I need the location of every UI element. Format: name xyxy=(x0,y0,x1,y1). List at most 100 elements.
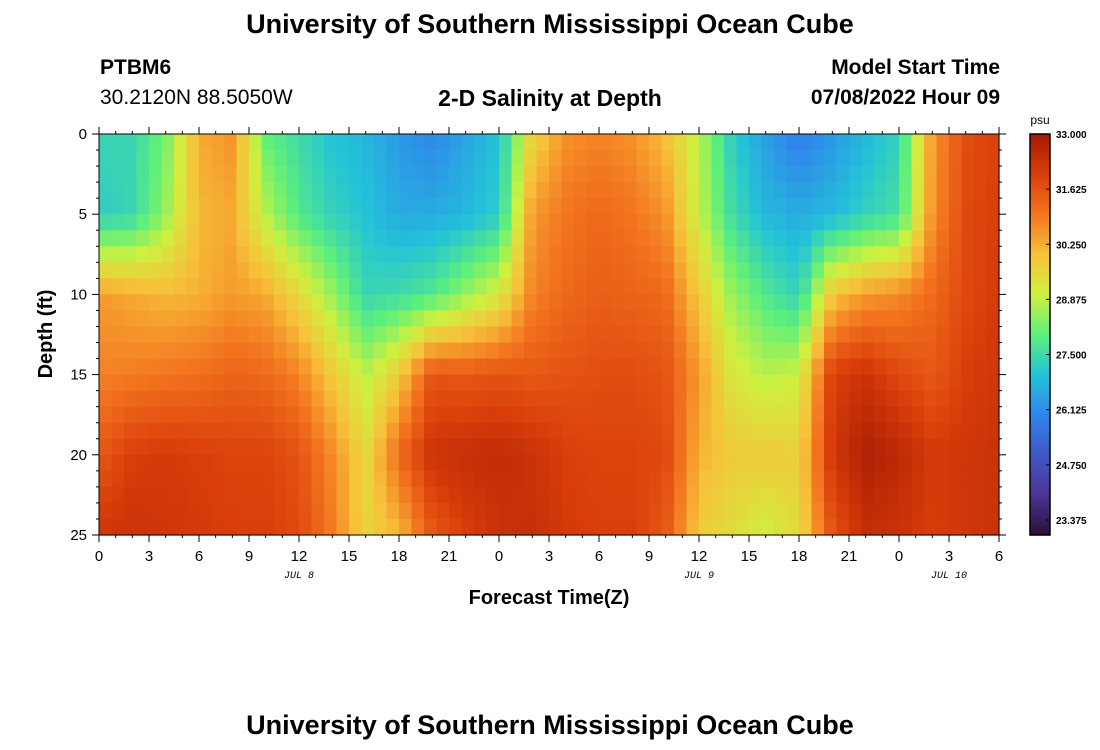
heatmap-cell xyxy=(699,262,713,279)
heatmap-cell xyxy=(149,294,163,312)
heatmap-cell xyxy=(249,198,263,215)
heatmap-cell xyxy=(149,422,163,440)
heatmap-cell xyxy=(299,214,313,231)
heatmap-cell xyxy=(336,470,350,488)
heatmap-cell xyxy=(399,182,413,199)
heatmap-cell xyxy=(336,294,350,312)
heatmap-cell xyxy=(449,166,463,183)
heatmap-cell xyxy=(574,166,588,183)
heatmap-cell xyxy=(274,230,288,247)
heatmap-cell xyxy=(849,374,863,392)
heatmap-cell xyxy=(749,454,763,472)
heatmap-cell xyxy=(674,166,688,183)
heatmap-cell xyxy=(286,262,300,279)
heatmap-cell xyxy=(224,454,238,472)
heatmap-cell xyxy=(686,486,700,504)
heatmap-cell xyxy=(836,230,850,247)
heatmap-cell xyxy=(586,342,600,360)
heatmap-cell xyxy=(286,214,300,231)
heatmap-cell xyxy=(149,454,163,472)
heatmap-cell xyxy=(774,246,788,263)
heatmap-cell xyxy=(99,438,113,456)
heatmap-cell xyxy=(774,390,788,408)
heatmap-cell xyxy=(861,374,875,392)
heatmap-cell xyxy=(711,486,725,504)
heatmap-cell xyxy=(599,502,613,520)
heatmap-cell xyxy=(686,150,700,167)
heatmap-cell xyxy=(874,134,888,151)
heatmap-cell xyxy=(486,406,500,424)
heatmap-cell xyxy=(461,486,475,504)
heatmap-cell xyxy=(961,134,975,151)
heatmap-cell xyxy=(949,198,963,215)
heatmap-cell xyxy=(286,166,300,183)
heatmap-cell xyxy=(411,374,425,392)
colorbar-unit: psu xyxy=(1030,113,1049,127)
heatmap-cell xyxy=(774,150,788,167)
heatmap-cell xyxy=(811,246,825,263)
heatmap-cell xyxy=(474,134,488,151)
heatmap-cell xyxy=(486,470,500,488)
heatmap-cell xyxy=(224,214,238,231)
x-tick-label: 21 xyxy=(841,548,858,565)
heatmap-cell xyxy=(849,486,863,504)
heatmap-cell xyxy=(124,422,138,440)
heatmap-cell xyxy=(199,198,213,215)
heatmap-cell xyxy=(599,486,613,504)
heatmap-cell xyxy=(711,294,725,312)
heatmap-cell xyxy=(949,230,963,247)
heatmap-cell xyxy=(711,214,725,231)
heatmap-cell xyxy=(936,406,950,424)
heatmap-cell xyxy=(911,422,925,440)
heatmap-cell xyxy=(761,454,775,472)
heatmap-cell xyxy=(836,422,850,440)
heatmap-cell xyxy=(299,166,313,183)
heatmap-cell xyxy=(624,134,638,151)
heatmap-cell xyxy=(811,134,825,151)
heatmap-cell xyxy=(111,422,125,440)
heatmap-cell xyxy=(599,182,613,199)
heatmap-cell xyxy=(774,502,788,520)
heatmap-cell xyxy=(149,182,163,199)
heatmap-cell xyxy=(261,406,275,424)
heatmap-cell xyxy=(399,454,413,472)
heatmap-cell xyxy=(811,198,825,215)
heatmap-cell xyxy=(249,358,263,376)
heatmap-cell xyxy=(561,502,575,520)
heatmap-cell xyxy=(474,454,488,472)
heatmap-cell xyxy=(199,454,213,472)
heatmap-cell xyxy=(986,518,1000,536)
x-tick-label: 0 xyxy=(895,548,903,565)
heatmap-cell xyxy=(886,486,900,504)
heatmap-cell xyxy=(461,262,475,279)
heatmap-cell xyxy=(936,502,950,520)
heatmap-cell xyxy=(849,310,863,328)
heatmap-cell xyxy=(611,454,625,472)
heatmap-cell xyxy=(499,358,513,376)
heatmap-cell xyxy=(186,310,200,328)
heatmap-cell xyxy=(399,310,413,328)
heatmap-cell xyxy=(211,166,225,183)
heatmap-cell xyxy=(561,294,575,312)
heatmap-cell xyxy=(224,358,238,376)
heatmap-cell xyxy=(349,214,363,231)
heatmap-cell xyxy=(824,518,838,536)
heatmap-cell xyxy=(486,214,500,231)
heatmap-cell xyxy=(586,262,600,279)
heatmap-cell xyxy=(686,374,700,392)
heatmap-cell xyxy=(874,310,888,328)
heatmap-cell xyxy=(549,486,563,504)
heatmap-cell xyxy=(636,422,650,440)
heatmap-cell xyxy=(924,294,938,312)
heatmap-cell xyxy=(161,278,175,295)
heatmap-cell xyxy=(936,454,950,472)
heatmap-cell xyxy=(211,486,225,504)
heatmap-cell xyxy=(424,214,438,231)
heatmap-cell xyxy=(474,518,488,536)
heatmap-cell xyxy=(361,246,375,263)
heatmap-cell xyxy=(411,358,425,376)
heatmap-cell xyxy=(386,198,400,215)
heatmap-cell xyxy=(599,342,613,360)
heatmap-cell xyxy=(661,502,675,520)
heatmap-cell xyxy=(199,230,213,247)
